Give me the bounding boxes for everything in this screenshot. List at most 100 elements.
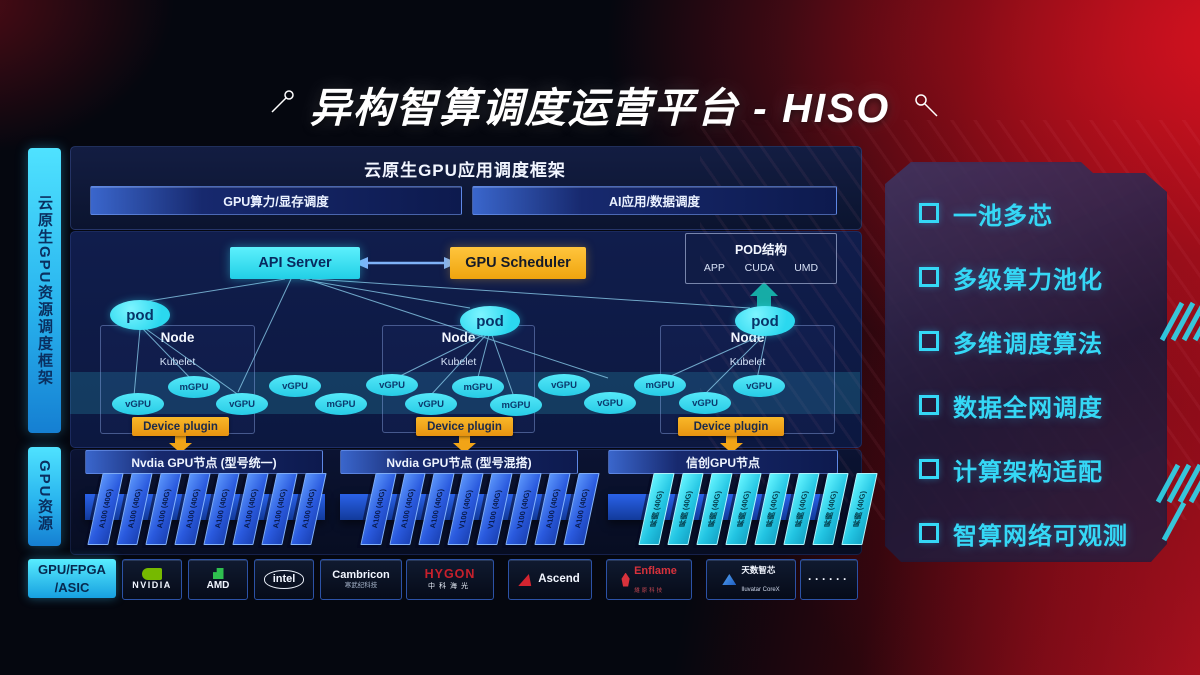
- feature-item: 一池多芯: [919, 196, 1167, 230]
- vendor-name: ······: [808, 571, 850, 586]
- gpu-unit-ellipse: vGPU: [405, 393, 457, 415]
- gpu-card-label: A100 (40G): [154, 489, 173, 529]
- gpu-unit-ellipse: vGPU: [216, 393, 268, 415]
- gpu-card-label: 昇腾 (40G): [822, 490, 839, 528]
- vendor-logo: AMD: [188, 559, 248, 600]
- vendor-name: Enflame: [634, 564, 677, 577]
- page-title: 异构智算调度运营平台 - HISO: [309, 85, 891, 131]
- pod-structure-items: APP CUDA UMD: [686, 262, 836, 274]
- feature-label: 一池多芯: [953, 202, 1053, 230]
- gpu-node-type-bar: 信创GPU节点: [608, 450, 838, 474]
- gpu-card-label: A100 (40G): [543, 489, 562, 529]
- square-bullet-icon: [919, 459, 939, 479]
- gpu-unit-ellipse: vGPU: [733, 375, 785, 397]
- vendor-name: Cambricon: [332, 569, 390, 582]
- gpu-card-label: 昇腾 (40G): [677, 490, 694, 528]
- gpu-unit-ellipse: mGPU: [634, 374, 686, 396]
- vendor-name: HYGON: [424, 567, 476, 582]
- vendor-name: 天数智芯: [741, 564, 776, 575]
- feature-item: 数据全网调度: [919, 388, 1167, 422]
- vendor-logo: NVIDIA: [122, 559, 182, 600]
- gpu-card-label: A100 (40G): [572, 489, 591, 529]
- vendor-icon: [142, 568, 162, 581]
- feature-item: 多维调度算法: [919, 324, 1167, 358]
- gpu-card-label: A100 (40G): [369, 489, 388, 529]
- gpu-card-label: V100 (40G): [456, 489, 475, 529]
- hardware-label-line1: GPU/FPGA: [38, 561, 106, 577]
- pod-item-app: APP: [703, 262, 725, 274]
- gpu-card-label: A100 (40G): [270, 489, 289, 529]
- gpu-unit-ellipse: mGPU: [168, 376, 220, 398]
- vendor-subname: 中科海光: [428, 583, 472, 591]
- gpu-unit-ellipse: vGPU: [366, 374, 418, 396]
- vendor-logo: ······: [800, 559, 858, 600]
- square-bullet-icon: [919, 523, 939, 543]
- gpu-card-label: 昇腾 (40G): [648, 490, 665, 528]
- gpu-unit-ellipse: mGPU: [452, 376, 504, 398]
- gpu-card-label: V100 (40G): [514, 489, 533, 529]
- node-label: Node: [441, 330, 476, 345]
- sidebar-label-cloud-native-gpu-framework: 云原生GPU资源调度框架: [28, 148, 61, 433]
- hardware-label-line2: /ASIC: [54, 579, 90, 595]
- gpu-unit-ellipse: vGPU: [679, 392, 731, 414]
- sidebar-label-gpu-resources: GPU资源: [28, 447, 61, 546]
- feature-label: 多维调度算法: [953, 330, 1103, 358]
- gpu-unit-ellipse: vGPU: [112, 393, 164, 415]
- device-plugin-label: Device plugin: [416, 417, 513, 436]
- gpu-unit-ellipse: vGPU: [584, 392, 636, 414]
- gpu-card-label: A100 (40G): [183, 489, 202, 529]
- feature-label: 计算架构适配: [953, 458, 1103, 486]
- gpu-unit-ellipse: mGPU: [490, 394, 542, 416]
- vendor-icon: [212, 568, 224, 579]
- vendor-name: NVIDIA: [132, 580, 172, 591]
- square-bullet-icon: [919, 331, 939, 351]
- vendor-subname: 燧原科技: [634, 587, 665, 594]
- feature-highlights-panel: 一池多芯多级算力池化 多维调度算法 数据全网调度 计算架构适配 智算网络可观测: [885, 162, 1167, 562]
- gpu-unit-ellipse: vGPU: [538, 374, 590, 396]
- device-plugin-label: Device plugin: [678, 417, 784, 436]
- gpu-card-label: A100 (40G): [212, 489, 231, 529]
- vendor-logo: 天数智芯 Iluvatar CoreX: [706, 559, 796, 600]
- device-plugin-label: Device plugin: [132, 417, 229, 436]
- vendor-logo: Ascend: [508, 559, 592, 600]
- pod-structure-box: POD结构 APP CUDA UMD: [685, 233, 837, 284]
- feature-label: 数据全网调度: [953, 394, 1103, 422]
- feature-label: 多级算力池化: [953, 266, 1103, 294]
- feature-item: 多级算力池化: [919, 260, 1167, 294]
- feature-item: 计算架构适配: [919, 452, 1167, 486]
- vendor-logo: Cambricon 寒武纪科技: [320, 559, 402, 600]
- vendor-logo: intel: [254, 559, 314, 600]
- gpu-card-label: A100 (40G): [299, 489, 318, 529]
- gpu-card-label: 昇腾 (40G): [735, 490, 752, 528]
- gpu-card-label: A100 (40G): [241, 489, 260, 529]
- square-bullet-icon: [919, 267, 939, 287]
- vendor-subname: Iluvatar CoreX: [741, 586, 780, 593]
- feature-item: 智算网络可观测: [919, 516, 1167, 550]
- gpu-card-label: A100 (40G): [398, 489, 417, 529]
- vendor-logo: Enflame 燧原科技: [606, 559, 692, 600]
- gpu-card-label: 昇腾 (40G): [706, 490, 723, 528]
- vendor-name: Ascend: [538, 573, 580, 586]
- gpu-unit-ellipse: mGPU: [315, 393, 367, 415]
- gpu-card-label: 昇腾 (40G): [851, 490, 868, 528]
- vendor-icon: [621, 572, 630, 587]
- gpu-card-label: A100 (40G): [96, 489, 115, 529]
- square-bullet-icon: [919, 395, 939, 415]
- pod-item-cuda: CUDA: [744, 262, 775, 274]
- kubelet-label: Kubelet: [159, 356, 196, 368]
- vendor-name: AMD: [206, 580, 230, 591]
- feature-label: 智算网络可观测: [953, 522, 1128, 550]
- pod-ellipse: pod: [110, 300, 170, 330]
- framework-header: 云原生GPU应用调度框架: [364, 161, 566, 180]
- kubelet-label: Kubelet: [440, 356, 477, 368]
- pod-item-umd: UMD: [794, 262, 819, 274]
- pod-ellipse: pod: [460, 306, 520, 336]
- vendor-icon: [518, 574, 534, 586]
- bar-ai-data-scheduling: AI应用/数据调度: [472, 186, 837, 215]
- bar-gpu-compute-scheduling: GPU算力/显存调度: [90, 186, 462, 215]
- gpu-card-label: A100 (40G): [125, 489, 144, 529]
- vendor-name: intel: [263, 570, 305, 589]
- gpu-card-label: 昇腾 (40G): [764, 490, 781, 528]
- gpu-card-label: 昇腾 (40G): [793, 490, 810, 528]
